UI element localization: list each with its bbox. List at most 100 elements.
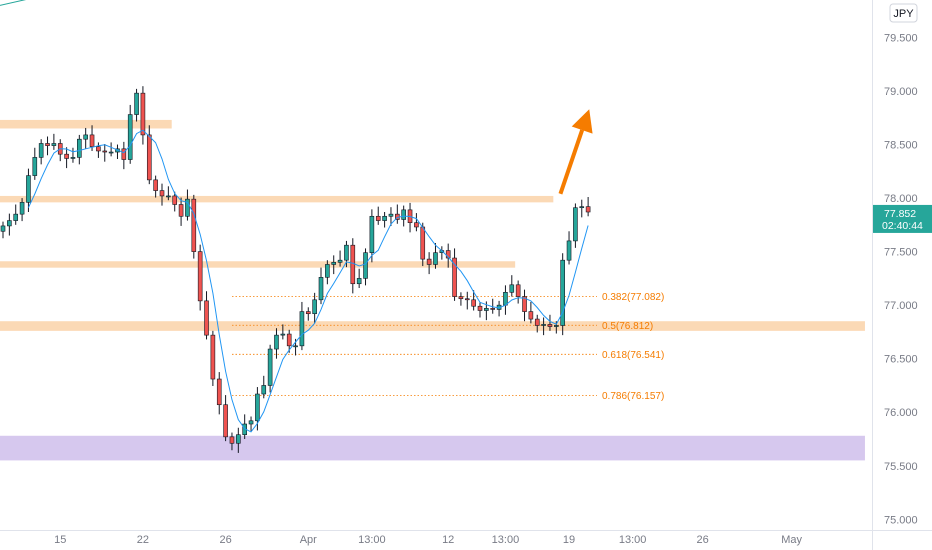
price-tick-label: 75.500 [884, 461, 918, 473]
time-tick-label: Apr [300, 534, 317, 546]
candle [426, 258, 432, 265]
price-tick-label: 78.000 [884, 193, 918, 205]
price-tick-label: 77.000 [884, 300, 918, 312]
time-tick-label: 13:00 [619, 534, 647, 546]
price-tick-label: 79.000 [884, 86, 918, 98]
candle [515, 284, 521, 297]
time-tick-label: 26 [696, 534, 708, 546]
candle [248, 420, 254, 425]
direction-arrow-shaft[interactable] [558, 129, 585, 195]
candle [96, 146, 101, 152]
time-tick-label: 26 [219, 534, 231, 546]
candle [166, 195, 171, 198]
candle [210, 334, 216, 380]
candle [579, 206, 585, 209]
fibonacci-layer: 0.382(77.082) 0.5(76.812) 0.618(76.541) 0.7… [232, 292, 664, 402]
candle [146, 134, 152, 181]
candle [363, 252, 368, 279]
candle [178, 204, 184, 217]
fib-level-label: 0.5(76.812) [602, 321, 653, 332]
price-tick-label: 76.500 [884, 354, 918, 366]
price-tick-label: 76.000 [884, 407, 918, 419]
candle [127, 114, 133, 160]
candle [452, 257, 457, 297]
candle [509, 284, 515, 293]
candle [216, 378, 222, 406]
candles-layer [0, 86, 591, 453]
candle [541, 324, 546, 326]
candle [420, 226, 426, 260]
price-axis[interactable]: 79.500 79.000 78.500 78.000 77.500 77.000 76.5… [884, 32, 918, 526]
time-tick-label: May [781, 534, 802, 546]
resistance-zone [0, 119, 172, 129]
last-price-value: 77.852 [884, 208, 916, 220]
candle [573, 207, 578, 242]
candle [204, 300, 209, 336]
candle [134, 92, 139, 115]
candle [554, 325, 559, 327]
price-tick-label: 75.000 [884, 514, 918, 526]
resistance-zone [0, 195, 554, 203]
fib-level-label: 0.786(76.157) [602, 391, 664, 402]
candle [356, 278, 362, 285]
candle [51, 143, 57, 146]
candle [503, 292, 508, 306]
candle [32, 157, 38, 176]
candle [490, 308, 496, 310]
zones-layer [0, 119, 865, 461]
currency-badge[interactable]: JPY [889, 3, 918, 23]
candle [534, 318, 540, 326]
candle [121, 148, 127, 160]
candle [433, 252, 438, 265]
candle [585, 206, 591, 213]
resistance-zone [0, 261, 516, 268]
candle [528, 311, 534, 320]
price-tick-label: 77.500 [884, 247, 918, 259]
moving-average-line [27, 129, 589, 433]
time-tick-label: 19 [563, 534, 575, 546]
currency-label: JPY [893, 8, 914, 20]
time-tick-label: 12 [442, 534, 454, 546]
candle [70, 157, 76, 159]
candle [312, 299, 317, 315]
candle [369, 215, 375, 253]
candle [566, 240, 572, 261]
time-tick-label: 22 [137, 534, 149, 546]
candle [471, 299, 476, 307]
candle [305, 311, 311, 315]
candle [293, 345, 298, 348]
candle [191, 198, 197, 252]
candle [89, 134, 95, 147]
candle [77, 138, 82, 158]
drawings-layer [0, 0, 593, 195]
trendline[interactable] [0, 0, 105, 6]
candle [159, 190, 165, 197]
candle [13, 213, 19, 221]
candle [229, 436, 235, 444]
time-axis[interactable]: 15 22 26 Apr 13:00 12 13:00 19 13:00 26 May [54, 534, 802, 546]
candle [255, 393, 260, 422]
candle [458, 296, 464, 300]
price-tick-label: 79.500 [884, 32, 918, 44]
candle [401, 209, 406, 220]
candle [172, 195, 178, 205]
candle [299, 311, 305, 347]
candle [350, 244, 356, 285]
price-tick-label: 78.500 [884, 140, 918, 152]
moving-average-layer [27, 129, 589, 433]
fib-level-label: 0.382(77.082) [602, 292, 664, 303]
support-zone [0, 321, 865, 331]
candle [560, 259, 565, 326]
candle [375, 215, 381, 221]
candle [464, 298, 470, 301]
candle [445, 250, 451, 259]
bar-countdown: 02:40:44 [882, 220, 923, 232]
candle [286, 333, 292, 347]
candle [0, 225, 6, 232]
direction-arrow-head[interactable] [571, 109, 593, 134]
candle [223, 404, 228, 438]
candle [38, 143, 44, 158]
time-tick-label: 13:00 [492, 534, 520, 546]
candle [261, 385, 267, 395]
